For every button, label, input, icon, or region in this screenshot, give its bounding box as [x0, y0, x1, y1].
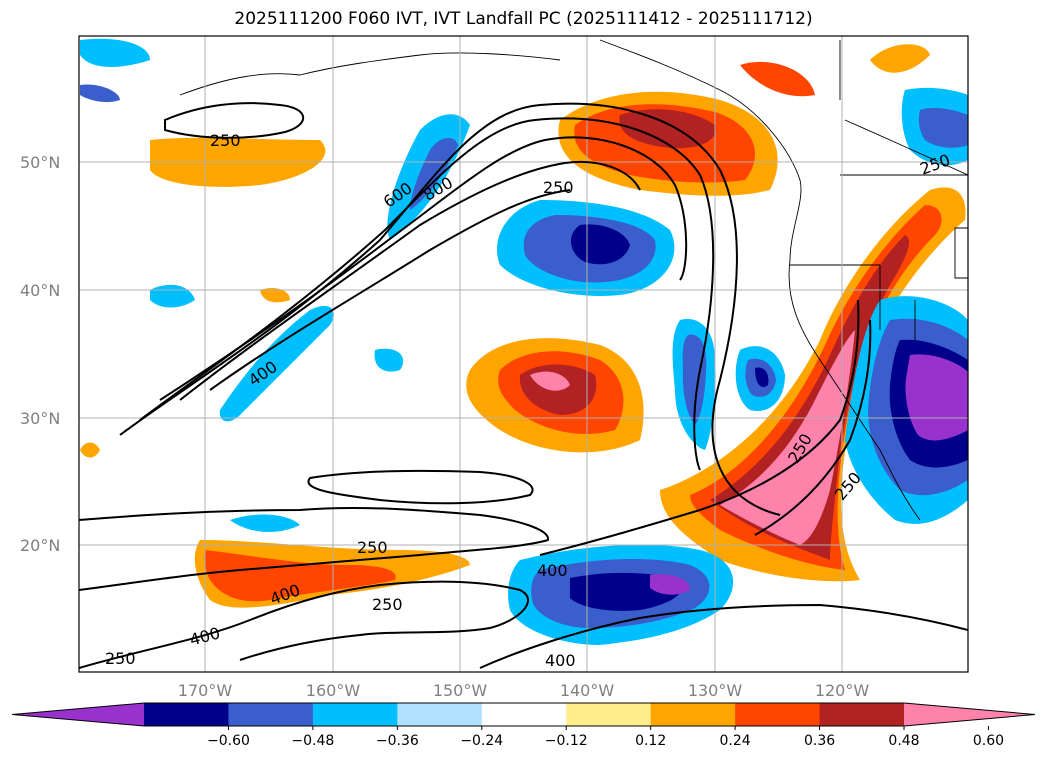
lon-label: 130°W	[688, 681, 743, 700]
colorbar-tick-label: −0.36	[376, 733, 419, 749]
map-field: 250 600 800 250 400 250 250 250 400 250 …	[79, 36, 968, 672]
colorbar-swatch	[144, 703, 229, 726]
colorbar-extend-low	[12, 703, 144, 726]
map-frame	[78, 35, 969, 673]
anomaly-negative-west-interior	[845, 87, 968, 524]
colorbar-swatch	[481, 703, 567, 726]
longitude-labels: 170°W 160°W 150°W 140°W 130°W 120°W	[178, 681, 870, 700]
contour-label: 400	[545, 651, 576, 670]
colorbar-tick-label: −0.24	[460, 733, 503, 749]
anomaly-negative-south	[508, 544, 734, 645]
contour-label: 250	[357, 538, 388, 557]
colorbar-tick-label: 0.24	[720, 733, 751, 749]
anomaly-positive-central	[466, 338, 644, 453]
coastlines	[179, 39, 968, 521]
colorbar-tick-label: 0.48	[888, 733, 919, 749]
anomaly-negative-streak	[219, 305, 785, 532]
map-title: 2025111200 F060 IVT, IVT Landfall PC (20…	[234, 9, 813, 29]
lat-label: 50°N	[20, 153, 60, 172]
lon-label: 140°W	[560, 681, 615, 700]
ivt-contours	[79, 102, 968, 669]
contour-label: 250	[105, 649, 136, 668]
anomaly-negative-northeast	[80, 38, 675, 308]
latitude-labels: 50°N 40°N 30°N 20°N	[20, 153, 60, 555]
colorbar-outline	[11, 702, 1036, 727]
colorbar-swatch	[228, 703, 314, 726]
contour-label: 400	[537, 561, 568, 580]
contour-label: 250	[543, 178, 574, 197]
colorbar-swatch	[397, 703, 483, 726]
colorbar-swatch	[819, 703, 905, 726]
lat-label: 40°N	[20, 281, 60, 300]
lon-label: 120°W	[815, 681, 870, 700]
colorbar-tick-label: −0.12	[545, 733, 588, 749]
colorbar-swatch	[566, 703, 652, 726]
colorbar-tick-label: −0.60	[207, 733, 250, 749]
lon-label: 150°W	[433, 681, 488, 700]
colorbar-swatch	[312, 703, 398, 726]
lat-label: 30°N	[20, 409, 60, 428]
contour-label: 250	[210, 131, 241, 150]
lat-label: 20°N	[20, 536, 60, 555]
colorbar-tick-label: −0.48	[291, 733, 334, 749]
lon-label: 170°W	[178, 681, 233, 700]
colorbar-swatch	[650, 703, 736, 726]
colorbar: −0.60 −0.48 −0.36 −0.24 −0.12 0.12 0.24 0.36 0.4…	[11, 702, 1036, 749]
colorbar-extend-high	[904, 703, 1035, 726]
colorbar-swatch	[735, 703, 821, 726]
contour-label: 250	[372, 595, 403, 614]
lon-label: 160°W	[306, 681, 361, 700]
colorbar-tick-label: 0.60	[973, 733, 1004, 749]
colorbar-tick-label: 0.12	[635, 733, 666, 749]
colorbar-tick-label: 0.36	[804, 733, 835, 749]
